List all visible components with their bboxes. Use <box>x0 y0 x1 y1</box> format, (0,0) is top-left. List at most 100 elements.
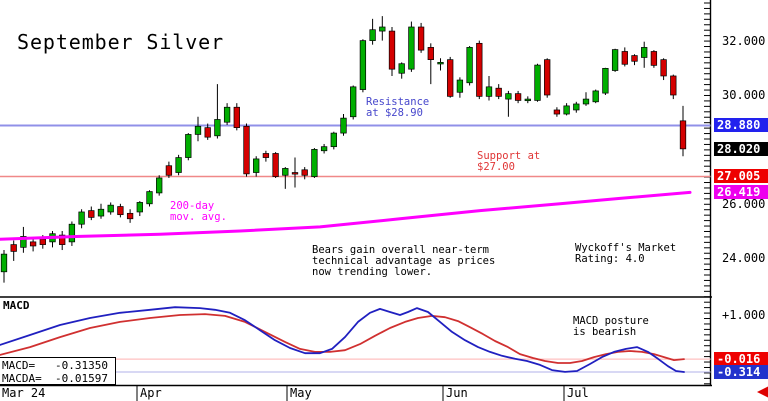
candle-down <box>301 169 308 176</box>
candle-down <box>670 75 677 96</box>
candle-up <box>320 146 328 152</box>
candle-up <box>156 177 163 194</box>
candle-down <box>650 51 658 66</box>
candle-up <box>573 103 580 111</box>
candle-up <box>466 47 473 84</box>
candle-down <box>29 241 37 247</box>
candle-down <box>495 87 502 97</box>
macd-readout-line2: MACDA= -0.01597 <box>2 372 108 385</box>
candle-up <box>253 158 260 173</box>
candle-up <box>359 40 367 90</box>
macd-readout-line1: MACD= -0.31350 <box>2 359 108 372</box>
candle-up <box>97 208 105 217</box>
resistance-annotation: Resistance at $28.90 <box>366 96 430 119</box>
price-axis-label: 30.000 <box>722 88 766 102</box>
candle-down <box>660 59 667 77</box>
candle-down <box>476 42 483 97</box>
candle-down <box>243 125 250 175</box>
price-axis-label: 24.000 <box>722 251 766 266</box>
candle-up <box>350 86 357 118</box>
month-label: Mar 24 <box>2 386 46 400</box>
candle-up <box>563 105 570 115</box>
candle-up <box>340 117 347 134</box>
bears-commentary: Bears gain overall near-term technical a… <box>312 244 496 278</box>
price-badge: 26.419 <box>714 185 768 200</box>
candle-up <box>524 98 531 102</box>
price-badge: 28.880 <box>714 118 768 133</box>
scroll-left-arrow-icon[interactable] <box>757 386 768 398</box>
candle-up <box>505 93 512 100</box>
candle-down <box>165 165 173 176</box>
candle-down <box>233 106 240 128</box>
candle-up <box>534 64 541 101</box>
candle-up <box>641 47 648 58</box>
candle-up <box>175 157 182 173</box>
chart-line <box>0 190 692 241</box>
month-label: May <box>290 386 312 400</box>
candle-up <box>369 29 376 41</box>
candle-up <box>0 253 8 273</box>
candle-up <box>398 63 405 74</box>
candle-down <box>39 238 46 245</box>
candle-down <box>88 210 95 218</box>
month-label: Jul <box>567 386 589 400</box>
candle-down <box>59 234 66 245</box>
macd-readout-box: MACD= -0.31350 MACDA= -0.01597 <box>0 357 116 385</box>
candle-down <box>262 153 270 158</box>
candle-down <box>631 55 638 62</box>
price-axis-label: 32.000 <box>722 33 766 48</box>
candle-down <box>291 172 299 175</box>
candle-up <box>107 204 114 213</box>
candle-up <box>611 49 619 71</box>
candle-down <box>272 153 279 177</box>
candle-up <box>20 236 27 248</box>
support-annotation: Support at $27.00 <box>477 150 541 173</box>
price-axis-label: 26.000 <box>722 196 766 211</box>
candle-up <box>408 26 415 70</box>
candle-up <box>582 98 590 105</box>
candle-up <box>330 132 337 148</box>
candle-down <box>10 244 17 252</box>
candle-up <box>194 125 202 135</box>
candle-up <box>379 26 386 32</box>
candle-up <box>185 134 192 158</box>
candle-down <box>388 30 396 70</box>
candle-down <box>417 26 425 51</box>
candle-up <box>136 202 143 213</box>
macd-badge: -0.016 <box>714 352 768 367</box>
candle-down <box>427 47 434 60</box>
candle-up <box>311 149 318 177</box>
candle-up <box>214 119 221 137</box>
candle-down <box>126 212 134 220</box>
macd-axis-label: +1.000 <box>722 308 766 322</box>
candle-up <box>602 67 609 94</box>
candle-down <box>117 206 124 216</box>
month-label: Jun <box>446 386 468 400</box>
wyckoff-rating: Wyckoff's Market Rating: 4.0 <box>575 242 677 265</box>
candle-down <box>679 120 687 150</box>
candle-down <box>447 59 454 97</box>
candle-up <box>223 106 231 123</box>
month-label: Apr <box>140 386 162 400</box>
candle-up <box>78 211 85 225</box>
macd-posture-annotation: MACD posture is bearish <box>573 315 649 338</box>
candle-up <box>146 191 153 205</box>
candle-up <box>282 168 289 176</box>
chart-line <box>0 306 685 373</box>
macd-panel-label: MACD <box>3 299 30 312</box>
candle-up <box>592 90 599 103</box>
candle-up <box>456 79 464 93</box>
candle-down <box>621 51 628 65</box>
candle-down <box>553 109 561 115</box>
candle-down <box>514 93 522 101</box>
candle-up <box>437 62 444 65</box>
price-badge: 28.020 <box>714 141 768 156</box>
candle-down <box>204 127 211 138</box>
candle-up <box>485 86 493 97</box>
moving-average-annotation: 200-day mov. avg. <box>170 200 227 223</box>
candle-up <box>68 223 76 243</box>
candle-down <box>544 59 551 96</box>
chart-title: September Silver <box>17 30 225 54</box>
